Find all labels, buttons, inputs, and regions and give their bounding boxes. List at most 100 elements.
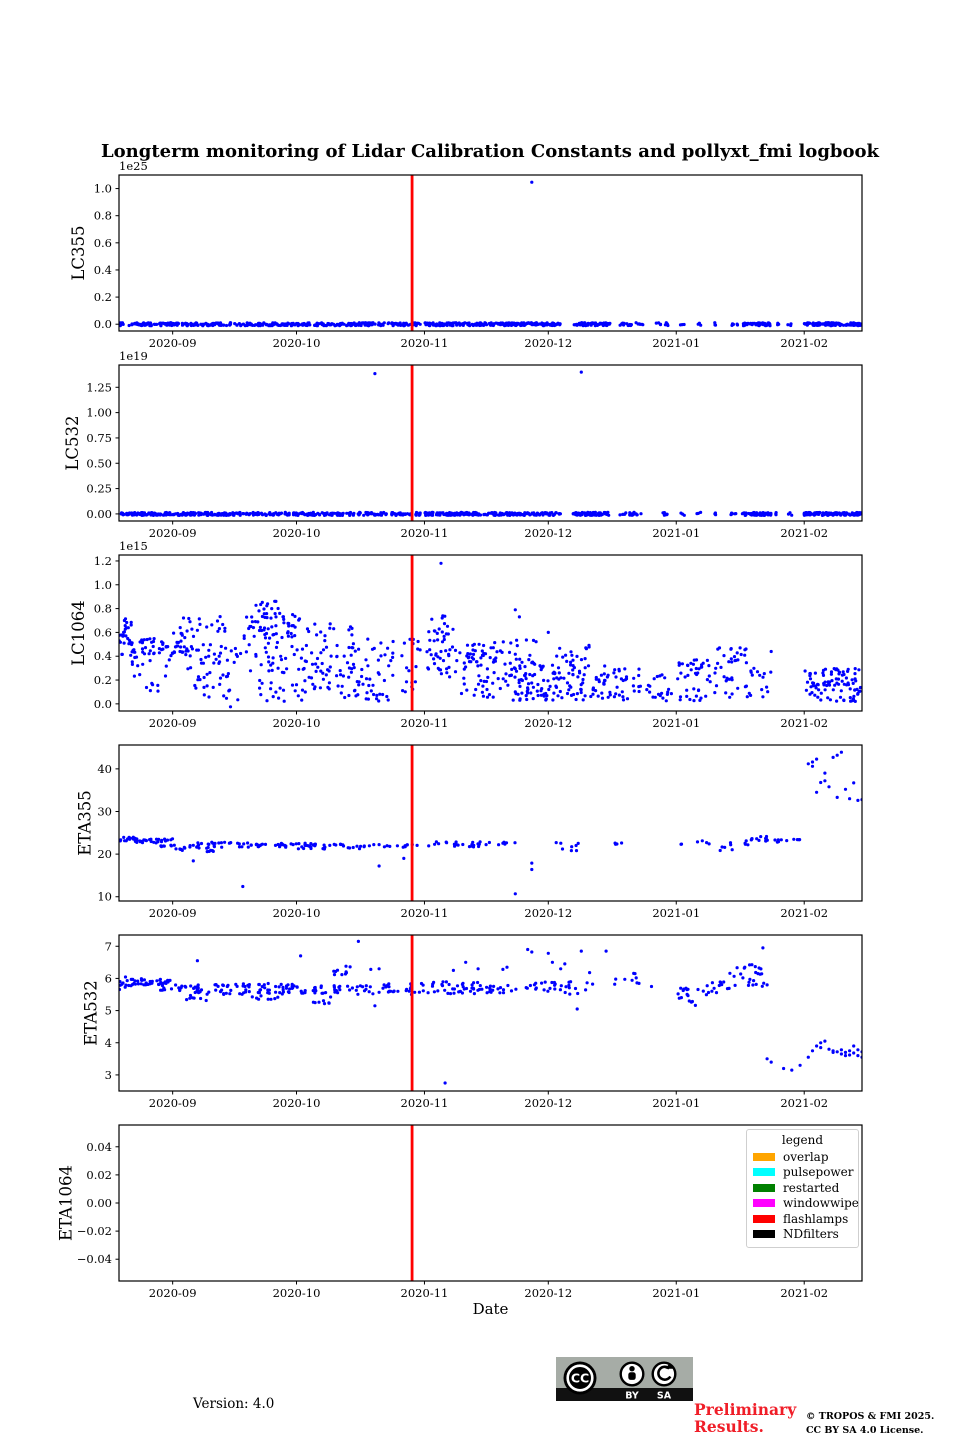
x-axis: 2020-09 2020-10 2020-11 2020-12 2021-01 2021-… (149, 331, 828, 350)
copyright-text: © TROPOS & FMI 2025. CC BY SA 4.0 Licens… (806, 1410, 934, 1438)
svg-text:2020-10: 2020-10 (273, 1286, 321, 1300)
axes-ETA532: 2020-09 2020-10 2020-11 2020-12 2021-01 2021-… (82, 934, 863, 1110)
legend-label: NDfilters (783, 1227, 839, 1242)
axes-LC355: 2020-09 2020-10 2020-11 2020-12 2021-01 2021-… (69, 159, 863, 350)
y-axis-label-LC355: LC355 (69, 225, 88, 280)
legend-entry-restarted: restarted (753, 1180, 852, 1196)
x-axis: 2020-09 2020-10 2020-11 2020-12 2021-01 2021-… (149, 711, 828, 730)
legend-entry-windowwipe: windowwipe (753, 1196, 859, 1212)
svg-text:2020-12: 2020-12 (524, 1286, 572, 1300)
svg-text:2020-09: 2020-09 (149, 716, 197, 730)
legend-title: legend (781, 1133, 824, 1147)
badge-strip (556, 1388, 693, 1401)
cc-license-badge: CC BY SA (556, 1357, 693, 1402)
legend-entry-flashlamps: flashlamps (753, 1211, 852, 1227)
svg-text:0.02: 0.02 (86, 1168, 112, 1182)
plot-background (119, 935, 862, 1091)
legend-rows: overlap pulsepower restarted windowwipe flas… (753, 1149, 859, 1243)
svg-text:1.2: 1.2 (94, 554, 112, 568)
flashlamps-swatch (753, 1214, 775, 1223)
windowwipe-swatch (753, 1199, 775, 1208)
y-axis-label-ETA355: ETA355 (75, 790, 94, 856)
y-axis: 0.0 0.2 0.4 0.6 0.8 1.0 1.2 (94, 554, 119, 711)
subplot-ETA1064: 2020-09 2020-10 2020-11 2020-12 2021-01 2021-… (57, 1124, 863, 1300)
x-axis: 2020-09 2020-10 2020-11 2020-12 2021-01 2021-… (149, 521, 828, 540)
copyright-line2: CC BY SA 4.0 License. (806, 1425, 924, 1436)
svg-text:0.8: 0.8 (94, 602, 112, 616)
legend-box: legend overlap pulsepower restarted windoww… (746, 1129, 859, 1248)
x-axis: 2020-09 2020-10 2020-11 2020-12 2021-01 2021-… (149, 1281, 828, 1300)
axes-spines (118, 364, 863, 522)
legend-entry-pulsepower: pulsepower (753, 1165, 854, 1181)
NDfilters-swatch (753, 1230, 775, 1239)
svg-text:0.75: 0.75 (86, 431, 112, 445)
y-axis: 0.00 0.25 0.50 0.75 1.00 1.25 (86, 380, 119, 521)
svg-text:−0.04: −0.04 (77, 1252, 112, 1266)
svg-text:2020-10: 2020-10 (273, 716, 321, 730)
svg-text:10: 10 (97, 890, 112, 904)
axes-LC1064: 2020-09 2020-10 2020-11 2020-12 2021-01 2021-… (69, 539, 863, 730)
badge-by-label: BY (625, 1391, 639, 1402)
overlap-swatch (753, 1152, 775, 1161)
svg-text:0.6: 0.6 (94, 236, 112, 250)
svg-text:2020-11: 2020-11 (401, 336, 449, 350)
svg-text:2020-12: 2020-12 (524, 526, 572, 540)
svg-text:0.8: 0.8 (94, 209, 112, 223)
svg-text:30: 30 (97, 804, 112, 818)
copyright-line1: © TROPOS & FMI 2025. (806, 1411, 935, 1422)
y-axis-label-ETA532: ETA532 (82, 980, 101, 1046)
svg-text:2021-01: 2021-01 (652, 716, 700, 730)
preliminary-results-text: Preliminary Results. (694, 1401, 796, 1435)
svg-text:2021-02: 2021-02 (780, 1286, 828, 1300)
svg-text:1.25: 1.25 (86, 380, 112, 394)
cc-logo-icon: CC (563, 1361, 597, 1395)
svg-text:0.50: 0.50 (86, 456, 112, 470)
svg-text:CC: CC (571, 1371, 589, 1386)
svg-text:0.00: 0.00 (86, 507, 112, 521)
axes-spines (118, 174, 863, 332)
plot-background (119, 555, 862, 711)
plot-background (119, 1125, 862, 1281)
cc-sa-icon (651, 1361, 677, 1387)
svg-text:2021-02: 2021-02 (780, 906, 828, 920)
svg-text:2020-11: 2020-11 (401, 1096, 449, 1110)
scale-offset-label: 1e25 (119, 159, 148, 173)
svg-text:2021-01: 2021-01 (652, 906, 700, 920)
svg-text:0.2: 0.2 (94, 290, 112, 304)
legend-entry-overlap: overlap (753, 1149, 852, 1165)
y-axis-label-LC532: LC532 (63, 415, 82, 470)
svg-text:−0.02: −0.02 (77, 1224, 112, 1238)
plot-background (119, 175, 862, 331)
y-axis: 10 20 30 40 (97, 762, 119, 904)
svg-text:6: 6 (105, 971, 112, 985)
cc-by-icon (619, 1361, 645, 1387)
axes-ETA355: 2020-09 2020-10 2020-11 2020-12 2021-01 2021-… (75, 744, 863, 920)
figure-title: Longterm monitoring of Lidar Calibration… (101, 141, 879, 162)
svg-text:20: 20 (97, 847, 112, 861)
badge-sa-label: SA (657, 1391, 672, 1402)
x-axis: 2020-09 2020-10 2020-11 2020-12 2021-01 2021-… (149, 1091, 828, 1110)
y-axis-label-ETA1064: ETA1064 (57, 1165, 76, 1241)
svg-text:2020-12: 2020-12 (524, 1096, 572, 1110)
scatter-series-LC1064 (119, 561, 862, 709)
svg-text:2020-10: 2020-10 (273, 526, 321, 540)
svg-text:2021-02: 2021-02 (780, 1096, 828, 1110)
svg-text:2020-11: 2020-11 (401, 526, 449, 540)
x-axis: 2020-09 2020-10 2020-11 2020-12 2021-01 2021-… (149, 901, 828, 920)
restarted-swatch (753, 1183, 775, 1192)
svg-text:2020-09: 2020-09 (149, 1286, 197, 1300)
svg-text:1.0: 1.0 (94, 182, 112, 196)
axes-spines (118, 744, 863, 902)
svg-text:0.4: 0.4 (94, 263, 112, 277)
version-text: Version: 4.0 (193, 1396, 275, 1412)
plot-background (119, 365, 862, 521)
svg-text:0.00: 0.00 (86, 1196, 112, 1210)
legend-entry-NDfilters: NDfilters (753, 1227, 852, 1243)
svg-text:2020-09: 2020-09 (149, 1096, 197, 1110)
scale-offset-label: 1e19 (119, 349, 148, 363)
axes-spines (118, 554, 863, 712)
y-axis-label-LC1064: LC1064 (69, 600, 88, 666)
legend-label: overlap (783, 1149, 829, 1164)
svg-text:5: 5 (105, 1004, 112, 1018)
